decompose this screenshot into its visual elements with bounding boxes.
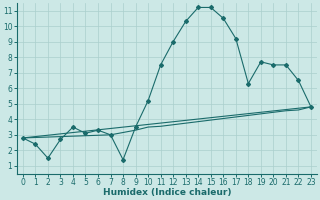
X-axis label: Humidex (Indice chaleur): Humidex (Indice chaleur) <box>103 188 231 197</box>
